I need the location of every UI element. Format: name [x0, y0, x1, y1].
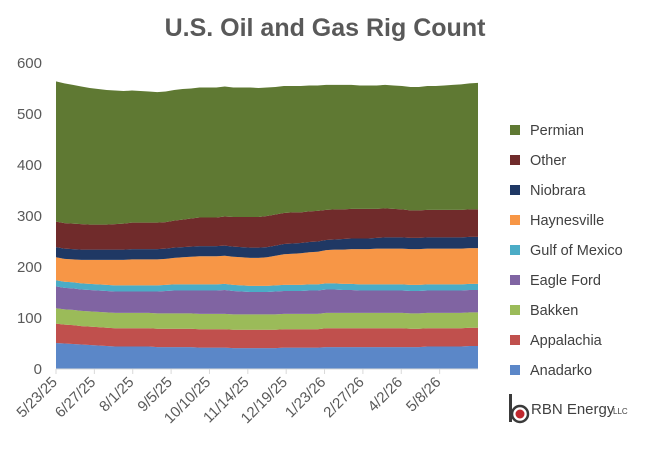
- legend-label: Bakken: [530, 303, 578, 319]
- x-tick-label: 2/27/26: [320, 374, 367, 421]
- legend-label: Permian: [530, 123, 584, 139]
- x-tick-label: 5/23/25: [13, 374, 60, 421]
- area-other: [56, 208, 478, 250]
- y-tick-label: 400: [17, 157, 42, 174]
- legend-swatch: [510, 365, 520, 375]
- y-tick-label: 200: [17, 259, 42, 276]
- legend-item-appalachia: Appalachia: [510, 333, 603, 349]
- legend-label: Eagle Ford: [530, 273, 601, 289]
- legend-item-haynesville: Haynesville: [510, 213, 604, 229]
- legend-item-permian: Permian: [510, 123, 584, 139]
- area-eagle-ford: [56, 286, 478, 315]
- y-tick-label: 300: [17, 208, 42, 225]
- y-tick-label: 100: [17, 310, 42, 327]
- logo-stem: [509, 394, 512, 422]
- area-gulf-of-mexico: [56, 280, 478, 292]
- logo-drop: [515, 409, 525, 419]
- chart-title: U.S. Oil and Gas Rig Count: [165, 14, 487, 42]
- legend-swatch: [510, 335, 520, 345]
- legend-label: Niobrara: [530, 183, 587, 199]
- legend-swatch: [510, 305, 520, 315]
- area-permian: [56, 81, 478, 225]
- x-tick-label: 8/1/25: [96, 374, 138, 416]
- area-niobrara: [56, 236, 478, 260]
- legend-item-gulf-of-mexico: Gulf of Mexico: [510, 243, 623, 259]
- legend-swatch: [510, 125, 520, 135]
- legend-label: Other: [530, 153, 566, 169]
- x-tick-label: 4/2/26: [365, 374, 407, 416]
- legend-swatch: [510, 275, 520, 285]
- area-haynesville: [56, 248, 478, 286]
- y-tick-label: 0: [34, 361, 42, 378]
- x-tick-label: 1/23/26: [282, 374, 329, 421]
- y-tick-label: 600: [17, 55, 42, 72]
- logo-text: RBN Energy: [531, 401, 615, 418]
- logo-bowl: [510, 404, 530, 424]
- legend-item-other: Other: [510, 153, 566, 169]
- legend-item-bakken: Bakken: [510, 303, 578, 319]
- legend-label: Gulf of Mexico: [530, 243, 623, 259]
- legend-swatch: [510, 245, 520, 255]
- areas-layer: [56, 81, 478, 369]
- area-appalachia: [56, 323, 478, 349]
- y-tick-label: 500: [17, 106, 42, 123]
- x-tick-label: 6/27/25: [52, 374, 99, 421]
- area-anadarko: [56, 342, 478, 369]
- rbn-logo-mark: [509, 394, 530, 424]
- legend-label: Appalachia: [530, 333, 603, 349]
- legend-swatch: [510, 185, 520, 195]
- x-tick-label: 5/8/26: [403, 374, 445, 416]
- rbn-energy-logo: RBN Energy LLC: [509, 394, 628, 424]
- legend-label: Haynesville: [530, 213, 604, 229]
- logo-suffix: LLC: [613, 407, 628, 416]
- legend-swatch: [510, 215, 520, 225]
- legend-item-anadarko: Anadarko: [510, 363, 592, 379]
- legend-swatch: [510, 155, 520, 165]
- legend-label: Anadarko: [530, 363, 592, 379]
- legend: Permian Other Niobrara Haynesville Gulf of M…: [510, 123, 623, 379]
- area-bakken: [56, 308, 478, 330]
- legend-item-eagle-ford: Eagle Ford: [510, 273, 601, 289]
- legend-item-niobrara: Niobrara: [510, 183, 587, 199]
